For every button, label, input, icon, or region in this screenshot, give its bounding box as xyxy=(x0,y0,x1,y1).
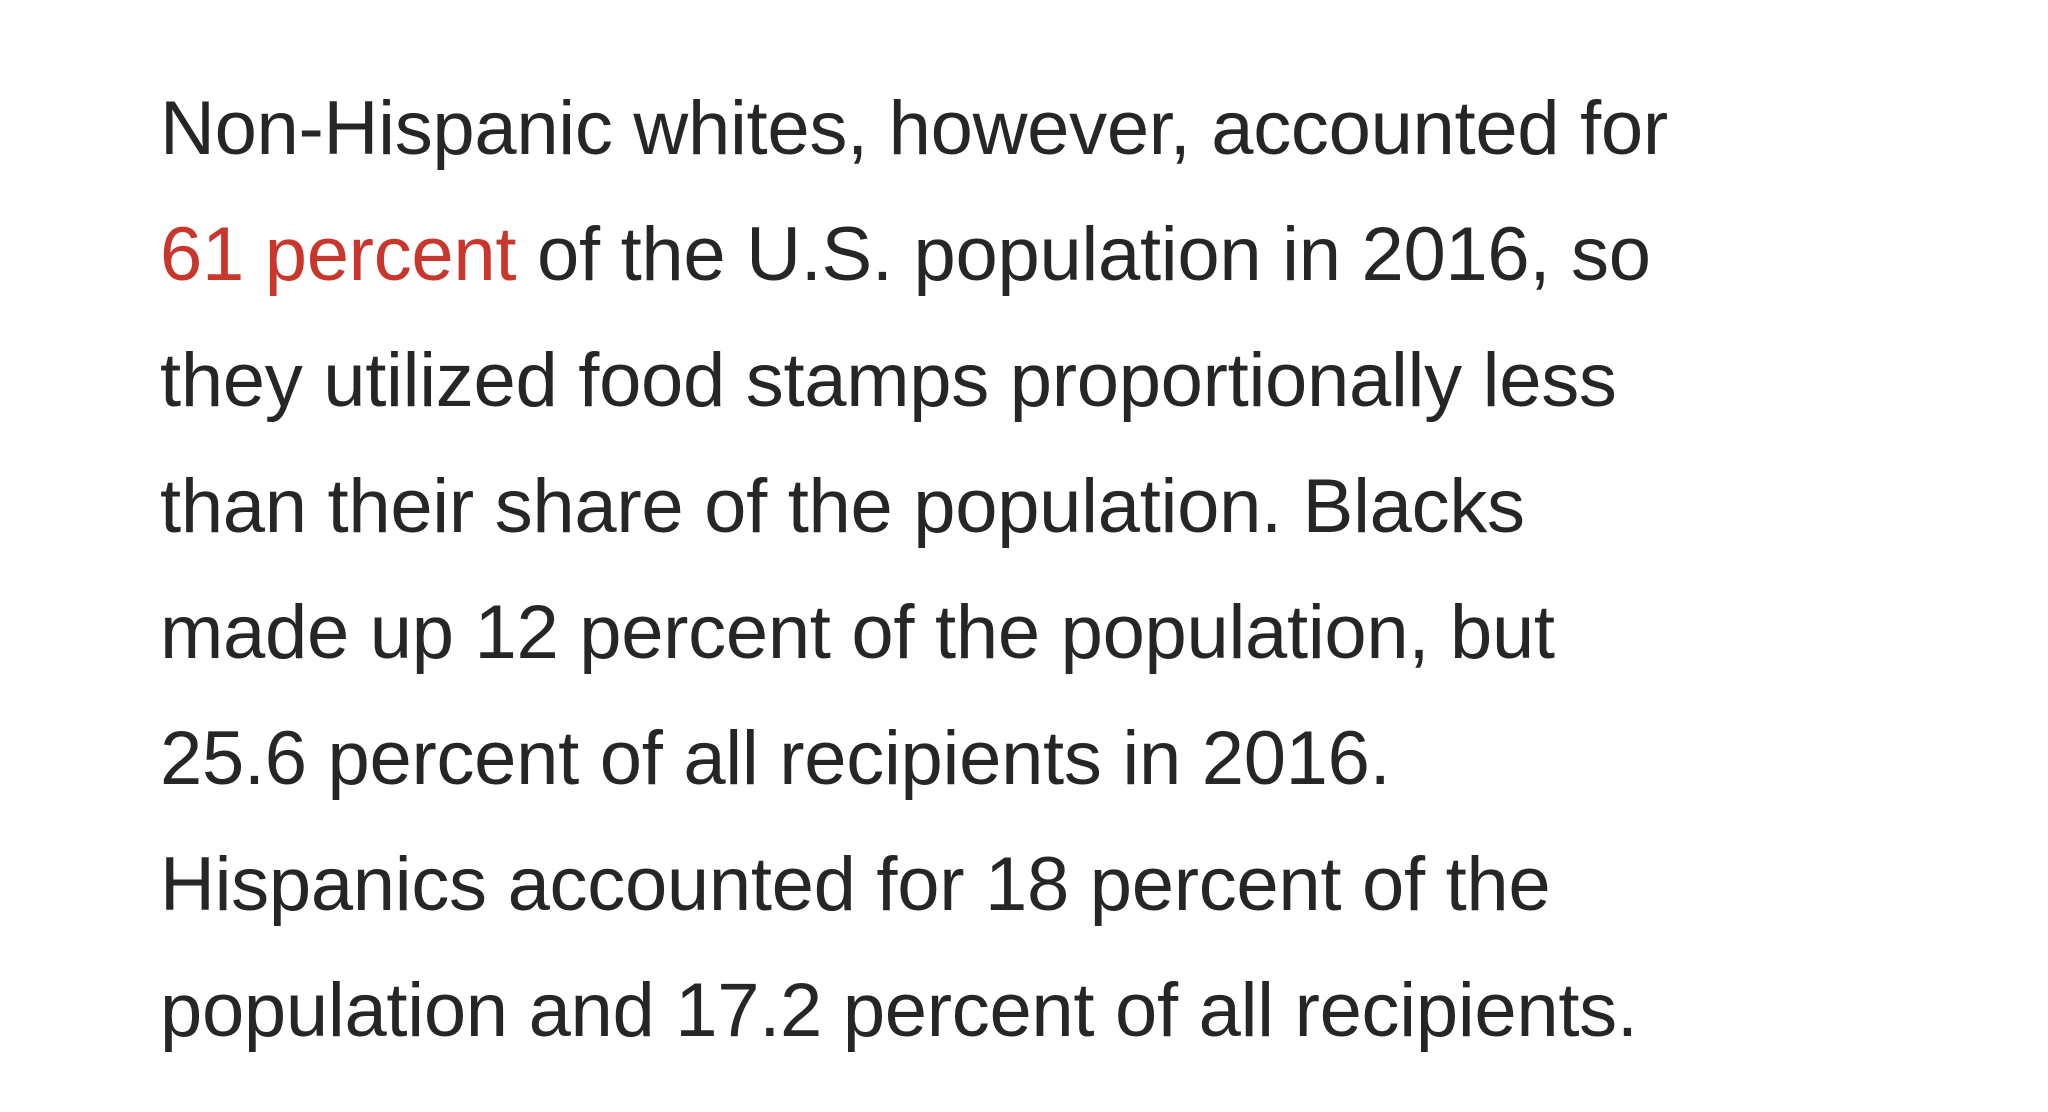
paragraph-line: 25.6 percent of all recipients in 2016. xyxy=(160,716,1391,801)
article-paragraph: Non-Hispanic whites, however, accounted … xyxy=(160,66,1960,1074)
paragraph-line: Hispanics accounted for 18 percent of th… xyxy=(160,842,1551,927)
paragraph-line: they utilized food stamps proportionally… xyxy=(160,338,1617,423)
paragraph-line-text: of the U.S. population in 2016, so xyxy=(516,212,1651,297)
paragraph-line: than their share of the population. Blac… xyxy=(160,464,1525,549)
paragraph-line: population and 17.2 percent of all recip… xyxy=(160,968,1638,1053)
article-body: Non-Hispanic whites, however, accounted … xyxy=(160,66,1960,1074)
paragraph-line: Non-Hispanic whites, however, accounted … xyxy=(160,86,1668,171)
paragraph-line: made up 12 percent of the population, bu… xyxy=(160,590,1555,675)
percent-link[interactable]: 61 percent xyxy=(160,212,517,297)
paragraph-line: 61 percent of the U.S. population in 201… xyxy=(160,192,1960,318)
